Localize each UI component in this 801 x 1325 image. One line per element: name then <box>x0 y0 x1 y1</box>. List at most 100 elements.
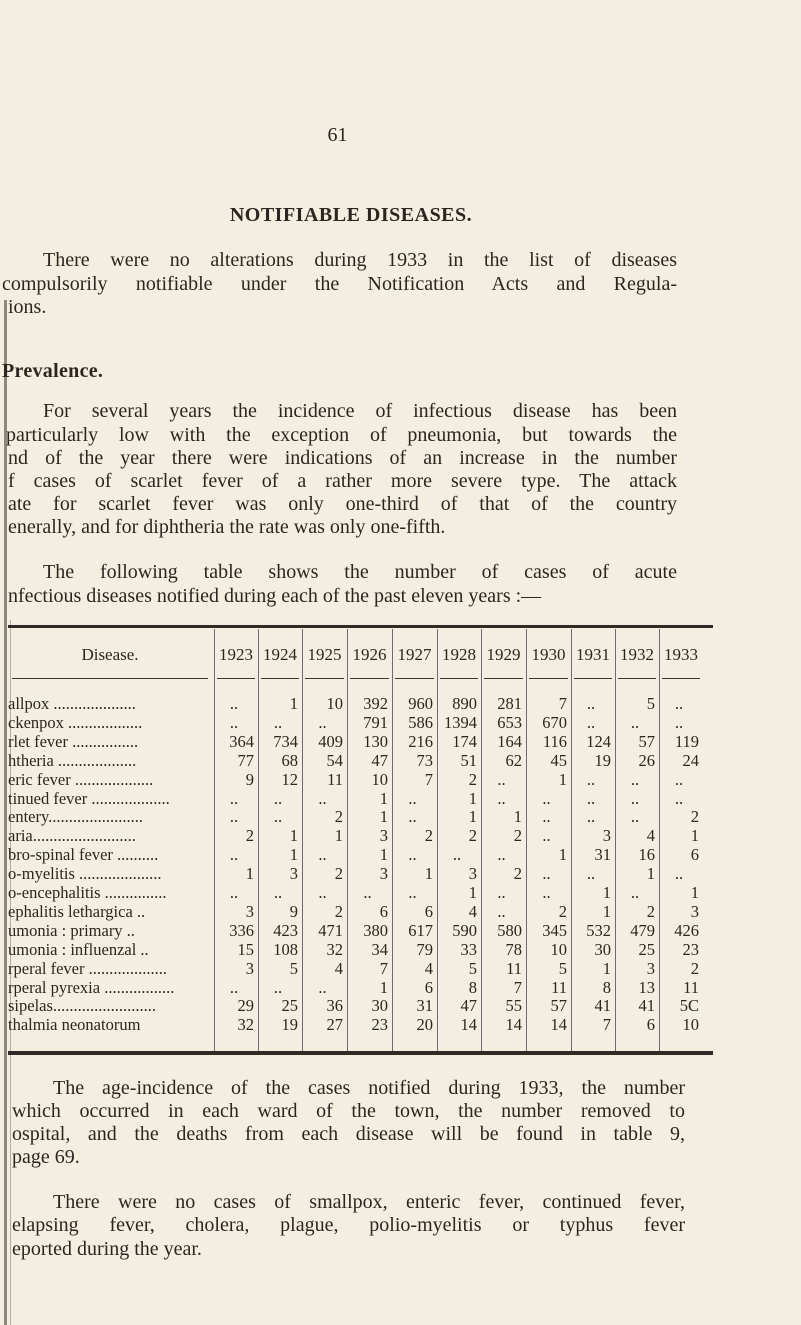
disease-name: rperal fever ................... <box>8 958 167 978</box>
table-row: umonia : influenzal .. 15 108 32 34 79 33 78 10 3… <box>8 940 708 959</box>
case-count-cell: 670 <box>542 712 567 732</box>
prevalence-line: particularly low with the exception of p… <box>6 424 677 446</box>
case-count-cell: 11 <box>506 958 522 978</box>
case-count-cell: 33 <box>460 939 478 959</box>
case-count-cell: 73 <box>416 750 434 770</box>
intro-line: There were no alterations during 1933 in… <box>43 249 677 271</box>
case-count-cell: 1 <box>289 694 298 713</box>
header-underline <box>12 678 208 679</box>
case-count-cell: 19 <box>281 1015 299 1035</box>
table-row: o-myelitis .................... 1 3 2 3 1 3 2..… <box>8 864 708 883</box>
disease-name: htheria ................... <box>8 750 137 770</box>
disease-name: entery....................... <box>8 807 144 827</box>
case-count-cell: 590 <box>452 920 477 940</box>
case-count-cell: 5 <box>646 694 655 713</box>
case-count-cell: 7 <box>558 694 567 713</box>
header-underline <box>529 678 568 679</box>
column-divider <box>526 629 527 1051</box>
table-row: thalmia neonatorum 32 19 27 23 20 14 14 14 7 6 10 <box>8 1015 708 1034</box>
case-count-cell: 2 <box>690 807 699 827</box>
case-count-cell: 4 <box>468 901 477 921</box>
disease-name: umonia : influenzal .. <box>8 939 149 959</box>
case-count-cell: .. <box>542 788 551 808</box>
closing-line: ospital, and the deaths from each diseas… <box>12 1123 685 1145</box>
prevalence-line: enerally, and for diphtheria the rate wa… <box>8 516 446 538</box>
case-count-cell: 2 <box>513 864 522 884</box>
case-count-cell: .. <box>318 977 327 997</box>
column-header-year: 1933 <box>664 645 698 664</box>
case-count-cell: .. <box>674 864 684 884</box>
disease-name: tinued fever ................... <box>8 788 170 808</box>
disease-name: sipelas......................... <box>8 996 157 1016</box>
case-count-cell: 41 <box>594 996 612 1016</box>
case-count-cell: 6 <box>379 901 388 921</box>
case-count-cell: 32 <box>326 939 344 959</box>
column-header-year: 1927 <box>397 645 432 664</box>
case-count-cell: 62 <box>505 750 523 770</box>
case-count-cell: 9 <box>245 769 254 789</box>
case-count-cell: .. <box>273 977 283 997</box>
column-divider <box>659 629 660 1051</box>
case-count-cell: .. <box>229 788 239 808</box>
case-count-cell: 16 <box>638 845 656 865</box>
table-row: ckenpox ........................ 791 586 13… <box>8 713 708 732</box>
case-count-cell: 11 <box>551 977 567 997</box>
case-count-cell: 3 <box>468 864 477 884</box>
case-count-cell: 7 <box>379 958 388 978</box>
case-count-cell: 119 <box>674 731 699 751</box>
disease-name: allpox .................... <box>8 694 136 713</box>
case-count-cell: 54 <box>326 750 344 770</box>
case-count-cell: 24 <box>682 750 700 770</box>
case-count-cell: .. <box>363 883 372 902</box>
closing-line: page 69. <box>12 1146 80 1168</box>
case-count-cell: 2 <box>468 826 477 846</box>
case-count-cell: 2 <box>690 958 699 978</box>
case-count-cell: .. <box>229 807 239 827</box>
case-count-cell: 1 <box>513 807 522 827</box>
case-count-cell: 2 <box>513 826 522 846</box>
case-count-cell: 1 <box>468 883 477 902</box>
case-count-cell: 31 <box>594 845 612 865</box>
table-row: rlet fever ................ 364 734 409 130 2… <box>8 732 708 751</box>
column-divider <box>615 629 616 1051</box>
case-count-cell: 13 <box>638 977 656 997</box>
closing-line: elapsing fever, cholera, plague, polio-m… <box>12 1214 685 1236</box>
header-underline <box>574 678 612 679</box>
column-divider <box>481 629 482 1051</box>
disease-name: rlet fever ................ <box>8 731 139 751</box>
case-count-cell: .. <box>273 883 283 902</box>
case-count-cell: 68 <box>281 750 299 770</box>
disease-name: rperal pyrexia ................. <box>8 977 175 997</box>
column-header-year: 1925 <box>307 645 342 664</box>
case-count-cell: .. <box>273 712 283 732</box>
table-row: htheria ................... 77 68 54 47 73 51 6… <box>8 751 708 770</box>
table-top-rule <box>8 625 713 628</box>
case-count-cell: .. <box>229 977 239 997</box>
case-count-cell: 174 <box>452 731 477 751</box>
case-count-cell: 1 <box>379 807 388 827</box>
case-count-cell: 653 <box>497 712 522 732</box>
disease-name: thalmia neonatorum <box>8 1015 141 1035</box>
case-count-cell: 345 <box>542 920 567 940</box>
header-underline <box>484 678 523 679</box>
case-count-cell: .. <box>497 901 506 921</box>
case-count-cell: 5C <box>679 996 699 1016</box>
case-count-cell: .. <box>229 712 239 732</box>
case-count-cell: 3 <box>690 901 699 921</box>
disease-name: aria......................... <box>8 826 136 846</box>
intro-line: compulsorily notifiable under the Notifi… <box>2 273 677 295</box>
case-count-cell: 216 <box>408 731 433 751</box>
case-count-cell: 12 <box>281 769 299 789</box>
column-divider <box>347 629 348 1051</box>
case-count-cell: 23 <box>371 1015 389 1035</box>
case-count-cell: 1 <box>558 769 567 789</box>
table-row: o-encephalitis .........................… <box>8 883 708 902</box>
case-count-cell: 15 <box>237 939 255 959</box>
case-count-cell: 890 <box>452 694 477 713</box>
table-row: rperal pyrexia ....................... 1 6… <box>8 978 708 997</box>
case-count-cell: .. <box>318 845 327 865</box>
case-count-cell: 1 <box>289 826 298 846</box>
case-count-cell: 124 <box>586 731 611 751</box>
case-count-cell: 3 <box>379 864 388 884</box>
case-count-cell: .. <box>497 788 506 808</box>
